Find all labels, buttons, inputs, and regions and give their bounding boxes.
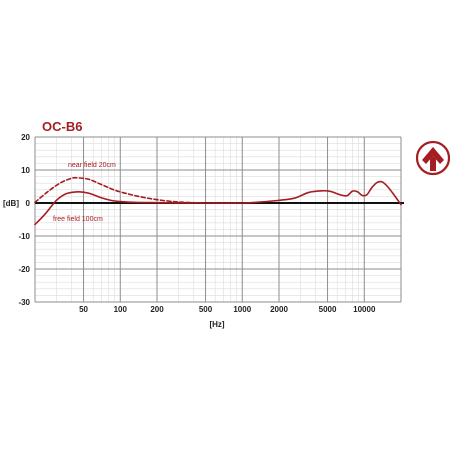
series-line-free-field [34, 180, 402, 226]
chart-title: OC-B6 [42, 119, 82, 134]
x-axis-label: [Hz] [209, 320, 224, 329]
grid-major-lines [34, 136, 402, 303]
y-tick-label: 10 [21, 166, 30, 175]
annotation-free-field: free field 100cm [53, 216, 103, 223]
y-tick-label: 20 [21, 133, 30, 142]
y-axis-label: [dB] [3, 199, 19, 208]
y-tick-label: -20 [18, 265, 30, 274]
x-tick-label: 500 [199, 305, 213, 314]
x-tick-label: 1000 [233, 305, 251, 314]
y-tick-label: -30 [18, 298, 30, 307]
x-tick-label: 50 [79, 305, 88, 314]
y-tick-labels: 20 10 0 -10 -20 -30 [18, 133, 30, 307]
x-tick-label: 200 [150, 305, 164, 314]
y-tick-label: -10 [18, 232, 30, 241]
x-tick-label: 2000 [270, 305, 288, 314]
x-tick-label: 5000 [319, 305, 337, 314]
x-tick-label: 100 [114, 305, 128, 314]
y-tick-label: 0 [26, 199, 31, 208]
annotation-near-field: near field 20cm [68, 162, 116, 169]
austrian-audio-logo-icon [415, 140, 450, 176]
series-layer [34, 176, 402, 226]
series-line-near-field [34, 176, 207, 204]
x-tick-labels: 50 100 200 500 1000 2000 5000 10000 [79, 305, 376, 314]
x-tick-label: 10000 [353, 305, 376, 314]
